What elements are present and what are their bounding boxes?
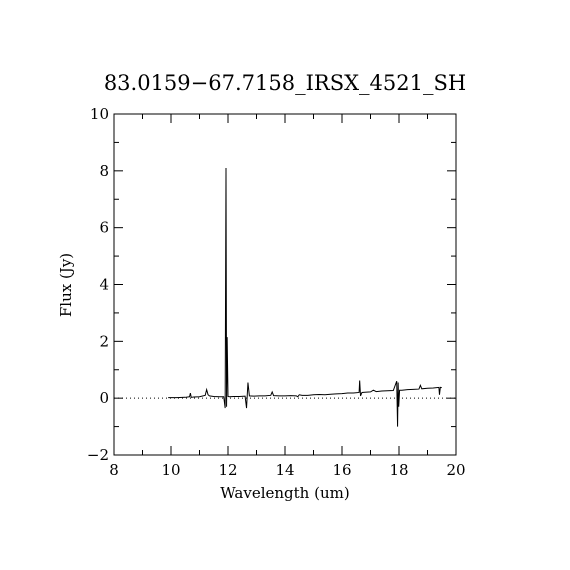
x-axis-label: Wavelength (um) (220, 484, 349, 502)
x-tick-label: 10 (161, 461, 180, 479)
y-tick-label: 4 (99, 276, 109, 294)
y-tick-label: −2 (87, 446, 109, 464)
x-tick-label: 16 (332, 461, 351, 479)
x-tick-label: 20 (446, 461, 465, 479)
y-tick-label: 0 (99, 389, 109, 407)
y-axis-label: Flux (Jy) (57, 253, 75, 317)
x-tick-label: 8 (109, 461, 119, 479)
x-tick-label: 18 (389, 461, 408, 479)
y-tick-label: 10 (90, 105, 109, 123)
x-tick-label: 12 (218, 461, 237, 479)
spectrum-series-line (168, 167, 442, 427)
y-tick-label: 2 (99, 332, 109, 350)
chart-title: 83.0159−67.7158_IRSX_4521_SH (104, 71, 466, 95)
y-tick-label: 8 (99, 162, 109, 180)
plot-frame (113, 113, 457, 456)
x-tick-label: 14 (275, 461, 294, 479)
y-tick-label: 6 (99, 219, 109, 237)
